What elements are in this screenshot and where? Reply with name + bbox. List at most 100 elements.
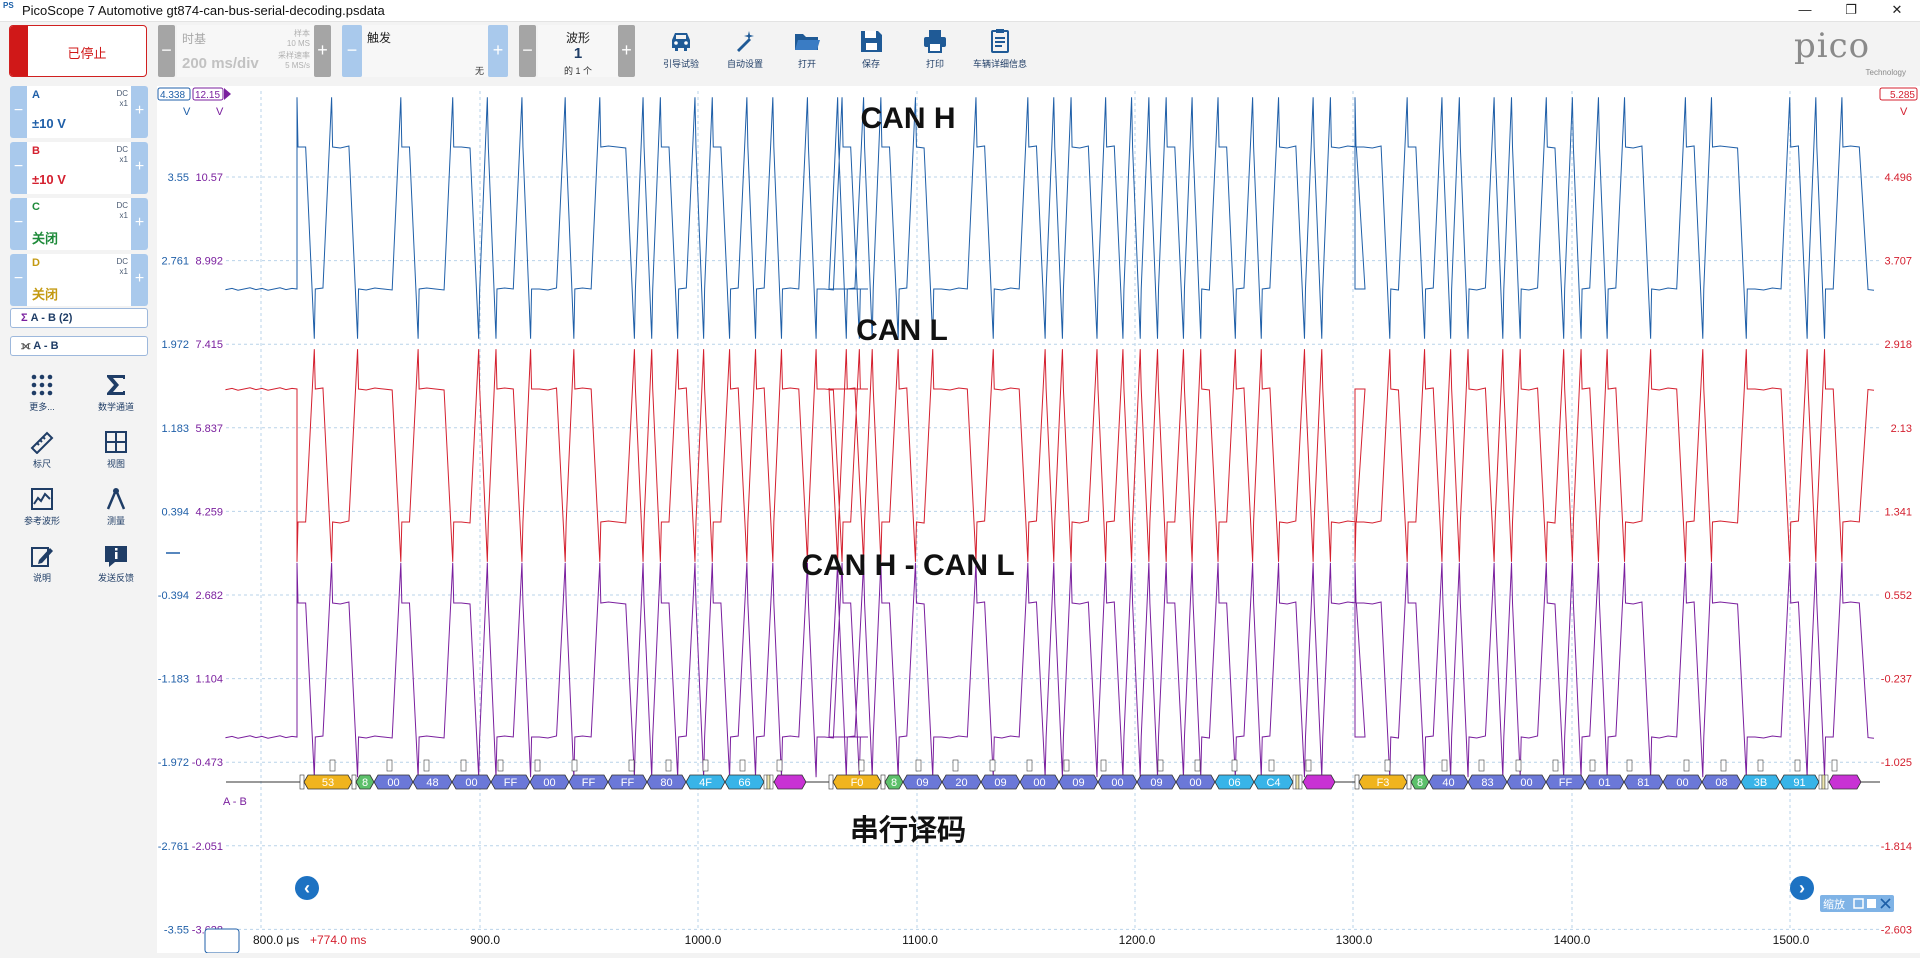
maximize-button[interactable]: ❐ [1845, 2, 1857, 17]
reference-waveforms-button[interactable]: 参考波形 [12, 487, 72, 527]
decode-id-field-label: F3 [1377, 777, 1390, 789]
zoom-close-icon[interactable] [1880, 898, 1891, 909]
guided-test-button[interactable]: 引导试验 [646, 28, 716, 80]
decode-id-field[interactable] [832, 774, 882, 790]
more-button[interactable]: 更多... [12, 373, 72, 413]
reference-waveform-icon [31, 488, 53, 510]
trigger-plus-button[interactable]: + [488, 25, 508, 77]
run-stop-button[interactable]: 已停止 [9, 25, 147, 77]
waveform-control[interactable]: 波形 1 的 1 个 [538, 25, 618, 77]
decode-data-field-label: 09 [1150, 777, 1162, 789]
channel-c-panel[interactable]: − C DC x1 关闭 + [10, 198, 148, 250]
decode-data-field[interactable] [1623, 774, 1664, 790]
y-tick-label-right: 2.918 [1884, 339, 1912, 351]
decode-crc-field[interactable] [1740, 774, 1781, 790]
channel-range-minus-button[interactable]: − [10, 86, 27, 138]
decode-data-field[interactable] [1662, 774, 1703, 790]
decode-bit-marker [628, 759, 635, 772]
zoom-fit-icon[interactable] [1867, 899, 1876, 908]
timebase-control[interactable]: 时基 200 ms/div 样本 10 MS 采样速率 5 MS/s [177, 25, 314, 77]
decode-data-field[interactable] [1584, 774, 1625, 790]
views-button[interactable]: 视图 [86, 430, 146, 470]
decode-crc-field-label: 4F [699, 777, 712, 789]
waveform-plus-button[interactable]: + [618, 25, 635, 77]
decode-data-field[interactable] [1545, 774, 1586, 790]
decode-crc-field[interactable] [685, 774, 726, 790]
side-tool-label: 更多... [29, 402, 55, 412]
decode-data-field[interactable] [1058, 774, 1099, 790]
decode-crc-field[interactable] [1214, 774, 1255, 790]
decode-dlc-field[interactable] [884, 774, 904, 790]
decode-crc-field[interactable] [1253, 774, 1294, 790]
timebase-minus-button[interactable]: − [158, 25, 175, 77]
y-tick-label-a: -1.183 [158, 674, 189, 686]
decode-eof-field[interactable] [773, 774, 807, 790]
measure-icon [106, 488, 126, 510]
send-feedback-button[interactable]: 发送反馈 [86, 544, 146, 584]
decode-data-field[interactable] [980, 774, 1021, 790]
decode-data-field[interactable] [568, 774, 609, 790]
decode-eof-field[interactable] [1302, 774, 1336, 790]
decode-data-field[interactable] [1019, 774, 1060, 790]
math-channels-button[interactable]: 数学通道 [86, 373, 146, 413]
math-channel-button[interactable]: Σ A - B (2) [10, 308, 148, 328]
scope-plot[interactable]: 3.55 2.761 1.972 1.183 0.394 -0.394 -1.183 -1.9… [157, 86, 1920, 954]
decode-data-field[interactable] [1701, 774, 1742, 790]
decode-data-field[interactable] [902, 774, 943, 790]
folder-icon [795, 34, 820, 50]
trigger-minus-button[interactable]: − [342, 25, 362, 77]
decode-data-field[interactable] [1467, 774, 1508, 790]
decode-crc-field[interactable] [724, 774, 765, 790]
serial-decode-channel-button[interactable]: ⟗ A - B [10, 336, 148, 356]
decode-data-field[interactable] [490, 774, 531, 790]
decode-bit-marker [1478, 759, 1485, 772]
decode-dlc-field[interactable] [1410, 774, 1430, 790]
waveform-minus-button[interactable]: − [519, 25, 536, 77]
close-button[interactable]: ✕ [1891, 2, 1903, 17]
decode-data-field[interactable] [373, 774, 414, 790]
timeline-thumb[interactable] [204, 928, 240, 954]
measurements-button[interactable]: 测量 [86, 487, 146, 527]
vehicle-details-button[interactable]: 车辆详细信息 [965, 28, 1035, 80]
channel-a-panel[interactable]: − A DC x1 ±10 V + [10, 86, 148, 138]
notes-button[interactable]: 说明 [12, 544, 72, 584]
decode-crc-field[interactable] [1779, 774, 1820, 790]
channel-range-minus-button[interactable]: − [10, 142, 27, 194]
decode-data-field[interactable] [646, 774, 687, 790]
decode-data-field[interactable] [1136, 774, 1177, 790]
decode-data-field[interactable] [412, 774, 453, 790]
channel-range-plus-button[interactable]: + [131, 254, 148, 306]
channel-range-plus-button[interactable]: + [131, 198, 148, 250]
scope-view[interactable]: 3.55 2.761 1.972 1.183 0.394 -0.394 -1.183 -1.9… [157, 86, 1920, 954]
decode-data-field[interactable] [451, 774, 492, 790]
decode-id-field[interactable] [1358, 774, 1408, 790]
decode-data-field[interactable] [1506, 774, 1547, 790]
scroll-left-button[interactable] [295, 876, 319, 900]
channel-range-minus-button[interactable]: − [10, 254, 27, 306]
auto-setup-button[interactable]: 自动设置 [710, 28, 780, 80]
print-button[interactable]: 打印 [900, 28, 970, 80]
channel-range-plus-button[interactable]: + [131, 142, 148, 194]
minimize-button[interactable]: — [1798, 2, 1812, 17]
timebase-plus-button[interactable]: + [314, 25, 331, 77]
decode-data-field[interactable] [1428, 774, 1469, 790]
decode-data-field[interactable] [1175, 774, 1216, 790]
decode-id-field[interactable] [303, 774, 353, 790]
rulers-button[interactable]: 标尺 [12, 430, 72, 470]
channel-range-minus-button[interactable]: − [10, 198, 27, 250]
decode-data-field[interactable] [941, 774, 982, 790]
trigger-control[interactable]: 触发 无 [362, 25, 488, 77]
decode-eof-field[interactable] [1828, 774, 1862, 790]
decode-data-field[interactable] [607, 774, 648, 790]
channel-d-panel[interactable]: − D DC x1 关闭 + [10, 254, 148, 306]
channel-range-plus-button[interactable]: + [131, 86, 148, 138]
decode-dlc-field[interactable] [355, 774, 375, 790]
scroll-right-button[interactable] [1790, 876, 1814, 900]
zoom-out-icon[interactable] [1853, 898, 1864, 909]
channel-b-panel[interactable]: − B DC x1 ±10 V + [10, 142, 148, 194]
decode-data-field[interactable] [529, 774, 570, 790]
save-button[interactable]: 保存 [836, 28, 906, 80]
decode-data-field[interactable] [1097, 774, 1138, 790]
side-tool-label: 测量 [106, 516, 125, 526]
open-button[interactable]: 打开 [772, 28, 842, 80]
